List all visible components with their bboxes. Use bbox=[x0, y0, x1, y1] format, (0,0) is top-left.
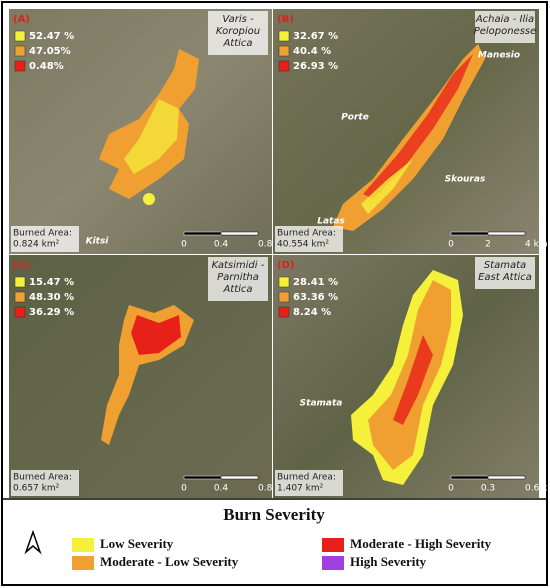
legend-value: 28.41 % bbox=[293, 277, 338, 288]
legend-value: 0.48% bbox=[29, 61, 64, 72]
location-name: Parnitha bbox=[217, 272, 259, 283]
scale-label: 0 bbox=[181, 484, 187, 494]
legend-value: 26.93 % bbox=[293, 61, 338, 72]
burned-area: 0.824 km² bbox=[13, 240, 60, 250]
scale-bar bbox=[183, 475, 222, 480]
scale-bar bbox=[450, 231, 489, 236]
burned-area: Burned Area: bbox=[277, 473, 336, 483]
legend-value: 32.67 % bbox=[293, 31, 338, 42]
place-name: Kitsi bbox=[86, 237, 110, 247]
scale-label: 0 bbox=[448, 240, 454, 250]
location-name: Attica bbox=[222, 284, 252, 295]
legend-swatch bbox=[278, 45, 290, 57]
scale-label: 0.6 km bbox=[525, 484, 550, 494]
legend-swatch bbox=[322, 556, 344, 570]
scale-label: 4 km bbox=[525, 240, 548, 250]
area-box bbox=[11, 470, 79, 496]
panel-label: (D) bbox=[277, 260, 294, 271]
panel-label: (B) bbox=[277, 14, 294, 25]
burned-area: Burned Area: bbox=[277, 229, 336, 239]
scale-label: 2 bbox=[485, 240, 491, 250]
area-box bbox=[275, 226, 343, 252]
scale-bar bbox=[220, 475, 259, 480]
burned-area: 1.407 km² bbox=[277, 484, 324, 494]
legend-value: 8.24 % bbox=[293, 307, 331, 318]
map-panel: (B) 32.67 % 40.4 % 26.93 % Achaia - IliaPelo… bbox=[273, 9, 548, 254]
panel-label: (A) bbox=[13, 14, 30, 25]
scale-label: 0 bbox=[448, 484, 454, 494]
location-name: Katsimidi - bbox=[212, 260, 265, 271]
north-arrow bbox=[24, 529, 42, 555]
place-name: Latas bbox=[317, 217, 345, 227]
scale-bar bbox=[487, 475, 526, 480]
burned-area: 0.657 km² bbox=[13, 484, 60, 494]
scale-label: 0.4 bbox=[214, 484, 229, 494]
scale-bar bbox=[450, 475, 489, 480]
location-box bbox=[208, 11, 268, 55]
legend-swatch bbox=[278, 30, 290, 42]
legend-swatch bbox=[322, 538, 344, 552]
scale-bar bbox=[183, 231, 222, 236]
scale-bar bbox=[220, 231, 259, 236]
legend-swatch bbox=[14, 30, 26, 42]
scale-label: 0.4 bbox=[214, 240, 229, 250]
place-name: Skouras bbox=[445, 175, 486, 185]
location-box bbox=[208, 257, 268, 301]
legend-item: Moderate - Low Severity bbox=[100, 554, 239, 569]
location-box bbox=[475, 11, 535, 43]
legend-swatch bbox=[72, 556, 94, 570]
legend-value: 52.47 % bbox=[29, 31, 74, 42]
area-box bbox=[11, 226, 79, 252]
legend-swatch bbox=[278, 306, 290, 318]
legend-title: Burn Severity bbox=[223, 505, 325, 524]
legend-value: 48.30 % bbox=[29, 292, 74, 303]
legend-value: 15.47 % bbox=[29, 277, 74, 288]
location-name: Attica bbox=[222, 38, 252, 49]
area-box bbox=[275, 470, 343, 496]
legend: Burn Severity Low Severity Moderate - Low… bbox=[2, 498, 547, 570]
map-panel: (A) 52.47 % 47.05% 0.48% Varis -KoropiouAtti… bbox=[9, 9, 289, 254]
location-name: Achaia - Ilia bbox=[475, 14, 534, 25]
legend-swatch bbox=[278, 276, 290, 288]
legend-swatch bbox=[278, 60, 290, 72]
legend-item: Moderate - High Severity bbox=[350, 536, 492, 551]
scale-bar bbox=[487, 231, 526, 236]
scale-label: 0.3 bbox=[481, 484, 495, 494]
location-box bbox=[475, 257, 535, 289]
legend-swatch bbox=[14, 306, 26, 318]
panel-label: (C) bbox=[13, 260, 29, 271]
burned-area: Burned Area: bbox=[13, 229, 72, 239]
legend-value: 63.36 % bbox=[293, 292, 338, 303]
location-name: East Attica bbox=[478, 272, 532, 283]
legend-swatch bbox=[14, 291, 26, 303]
legend-value: 36.29 % bbox=[29, 307, 74, 318]
location-name: Varis - bbox=[222, 14, 254, 25]
place-name: Manesio bbox=[478, 51, 520, 61]
location-name: Koropiou bbox=[216, 26, 260, 37]
legend-swatch bbox=[14, 45, 26, 57]
legend-swatch bbox=[278, 291, 290, 303]
place-name: Porte bbox=[341, 113, 369, 123]
burned-area: 40.554 km² bbox=[277, 240, 329, 250]
legend-item: High Severity bbox=[350, 554, 427, 569]
place-name: Stamata bbox=[300, 399, 343, 409]
scale-label: 0 bbox=[181, 240, 187, 250]
legend-swatch bbox=[72, 538, 94, 552]
location-name: Stamata bbox=[484, 260, 526, 271]
burned-area: Burned Area: bbox=[13, 473, 72, 483]
legend-value: 40.4 % bbox=[293, 46, 331, 57]
legend-item: Low Severity bbox=[100, 536, 174, 551]
legend-value: 47.05% bbox=[29, 46, 71, 57]
location-name: Peloponesse bbox=[474, 26, 537, 37]
legend-swatch bbox=[14, 60, 26, 72]
legend-swatch bbox=[14, 276, 26, 288]
map-panel: (C)15.47 % 48.30 % 36.29 % Katsimidi -Parni… bbox=[9, 255, 289, 498]
